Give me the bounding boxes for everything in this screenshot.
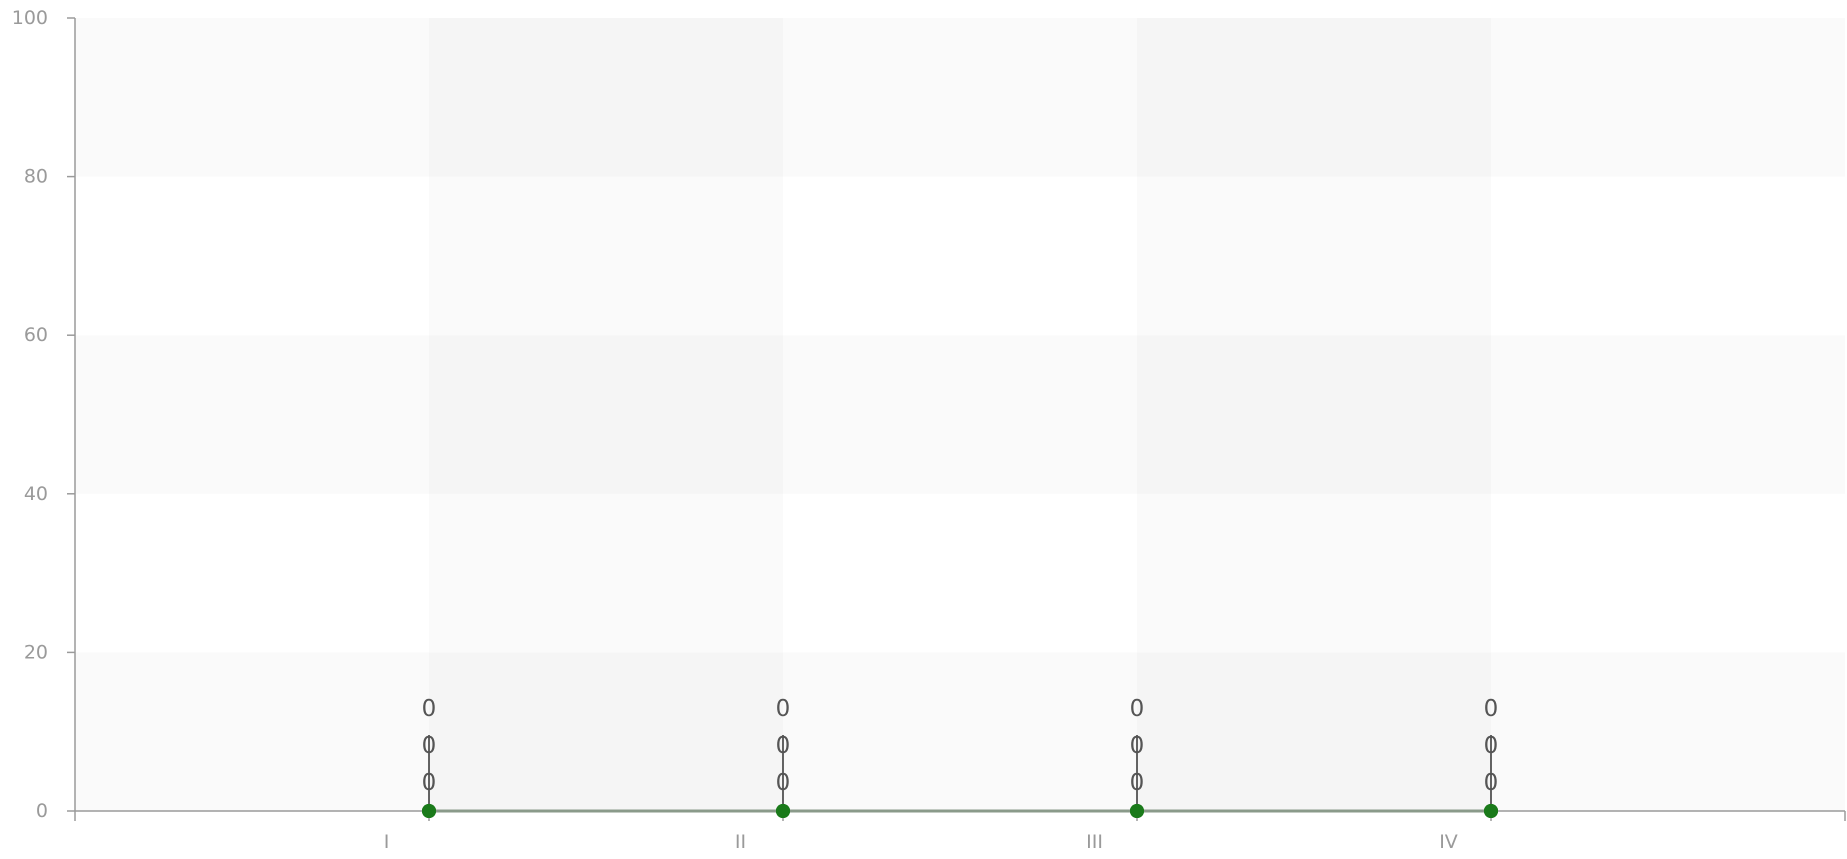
grid-band [1137, 176, 1491, 336]
grid-band [75, 493, 429, 653]
y-axis-ticks: 0 20 40 60 80 100 [12, 7, 75, 822]
grid-band [1137, 335, 1491, 494]
grid-band [783, 18, 1137, 177]
grid-band [783, 176, 1137, 336]
background-bands [75, 18, 1845, 811]
grid-band [429, 176, 783, 336]
data-label: 0 [422, 733, 437, 759]
y-tick-label: 100 [12, 7, 48, 29]
data-point [1130, 804, 1144, 818]
grid-band [75, 652, 429, 811]
y-tick-label: 80 [24, 166, 48, 188]
grid-band [75, 176, 429, 336]
grid-band [75, 18, 429, 177]
data-label: 0 [422, 696, 437, 722]
x-tick-label: III [1086, 831, 1103, 853]
x-tick-label: IV [1439, 831, 1458, 853]
grid-band [429, 493, 783, 653]
grid-band [1137, 493, 1491, 653]
data-label: 0 [776, 770, 791, 796]
data-labels: 0 0 0 0 0 0 0 0 0 0 0 0 [422, 696, 1499, 796]
grid-band [1491, 493, 1845, 653]
grid-band [1137, 18, 1491, 177]
data-point [1484, 804, 1498, 818]
x-tick-label: I [384, 831, 390, 853]
grid-band [1137, 652, 1491, 811]
grid-band [1491, 176, 1845, 336]
grid-band [1491, 652, 1845, 811]
data-point [776, 804, 790, 818]
grid-band [429, 652, 783, 811]
data-markers [422, 804, 1498, 818]
data-label: 0 [1484, 770, 1499, 796]
grid-band [75, 335, 429, 494]
grid-band [429, 18, 783, 177]
y-tick-label: 0 [36, 800, 48, 822]
data-label: 0 [776, 733, 791, 759]
grid-band [783, 493, 1137, 653]
y-tick-label: 20 [24, 641, 48, 663]
data-label: 0 [422, 770, 437, 796]
data-label: 0 [1484, 733, 1499, 759]
grid-band [1491, 18, 1845, 177]
x-axis-ticks: I II III IV [74, 811, 1846, 853]
y-tick-label: 60 [24, 324, 48, 346]
data-label: 0 [1130, 696, 1145, 722]
data-label: 0 [776, 696, 791, 722]
y-tick-label: 40 [24, 483, 48, 505]
error-bars [428, 735, 1492, 811]
data-label: 0 [1484, 696, 1499, 722]
grid-band [783, 335, 1137, 494]
x-tick-label: II [735, 831, 746, 853]
grid-band [783, 652, 1137, 811]
data-label: 0 [1130, 733, 1145, 759]
data-point [422, 804, 436, 818]
data-label: 0 [1130, 770, 1145, 796]
grid-band [1491, 335, 1845, 494]
grid-band [429, 335, 783, 494]
